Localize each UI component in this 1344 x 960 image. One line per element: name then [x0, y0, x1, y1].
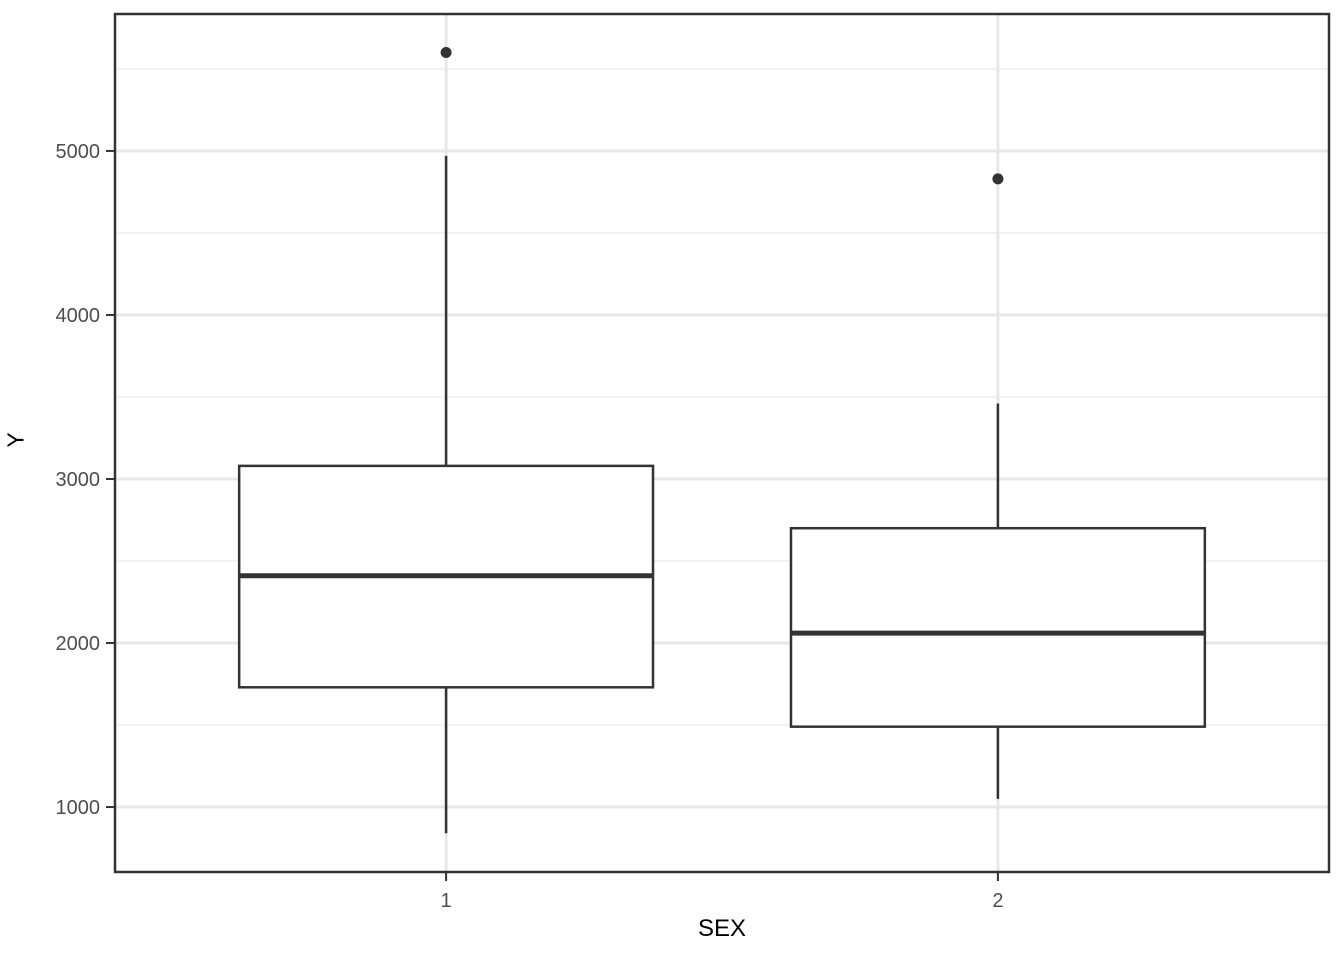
y-tick-label: 5000 [56, 141, 101, 163]
outlier-point [992, 173, 1004, 185]
x-tick-label: 1 [441, 890, 452, 912]
panel-border [113, 12, 1331, 874]
box [789, 526, 1207, 728]
outlier-point [440, 47, 452, 59]
x-tick-label: 2 [992, 890, 1003, 912]
x-axis-title: SEX [697, 915, 747, 942]
y-tick-label: 2000 [56, 633, 101, 655]
y-tick-label: 3000 [56, 469, 101, 491]
y-axis-title: Y [2, 432, 29, 448]
y-tick-label: 1000 [56, 797, 101, 819]
plot-panel [115, 14, 1329, 872]
y-tick-label: 4000 [56, 305, 101, 327]
